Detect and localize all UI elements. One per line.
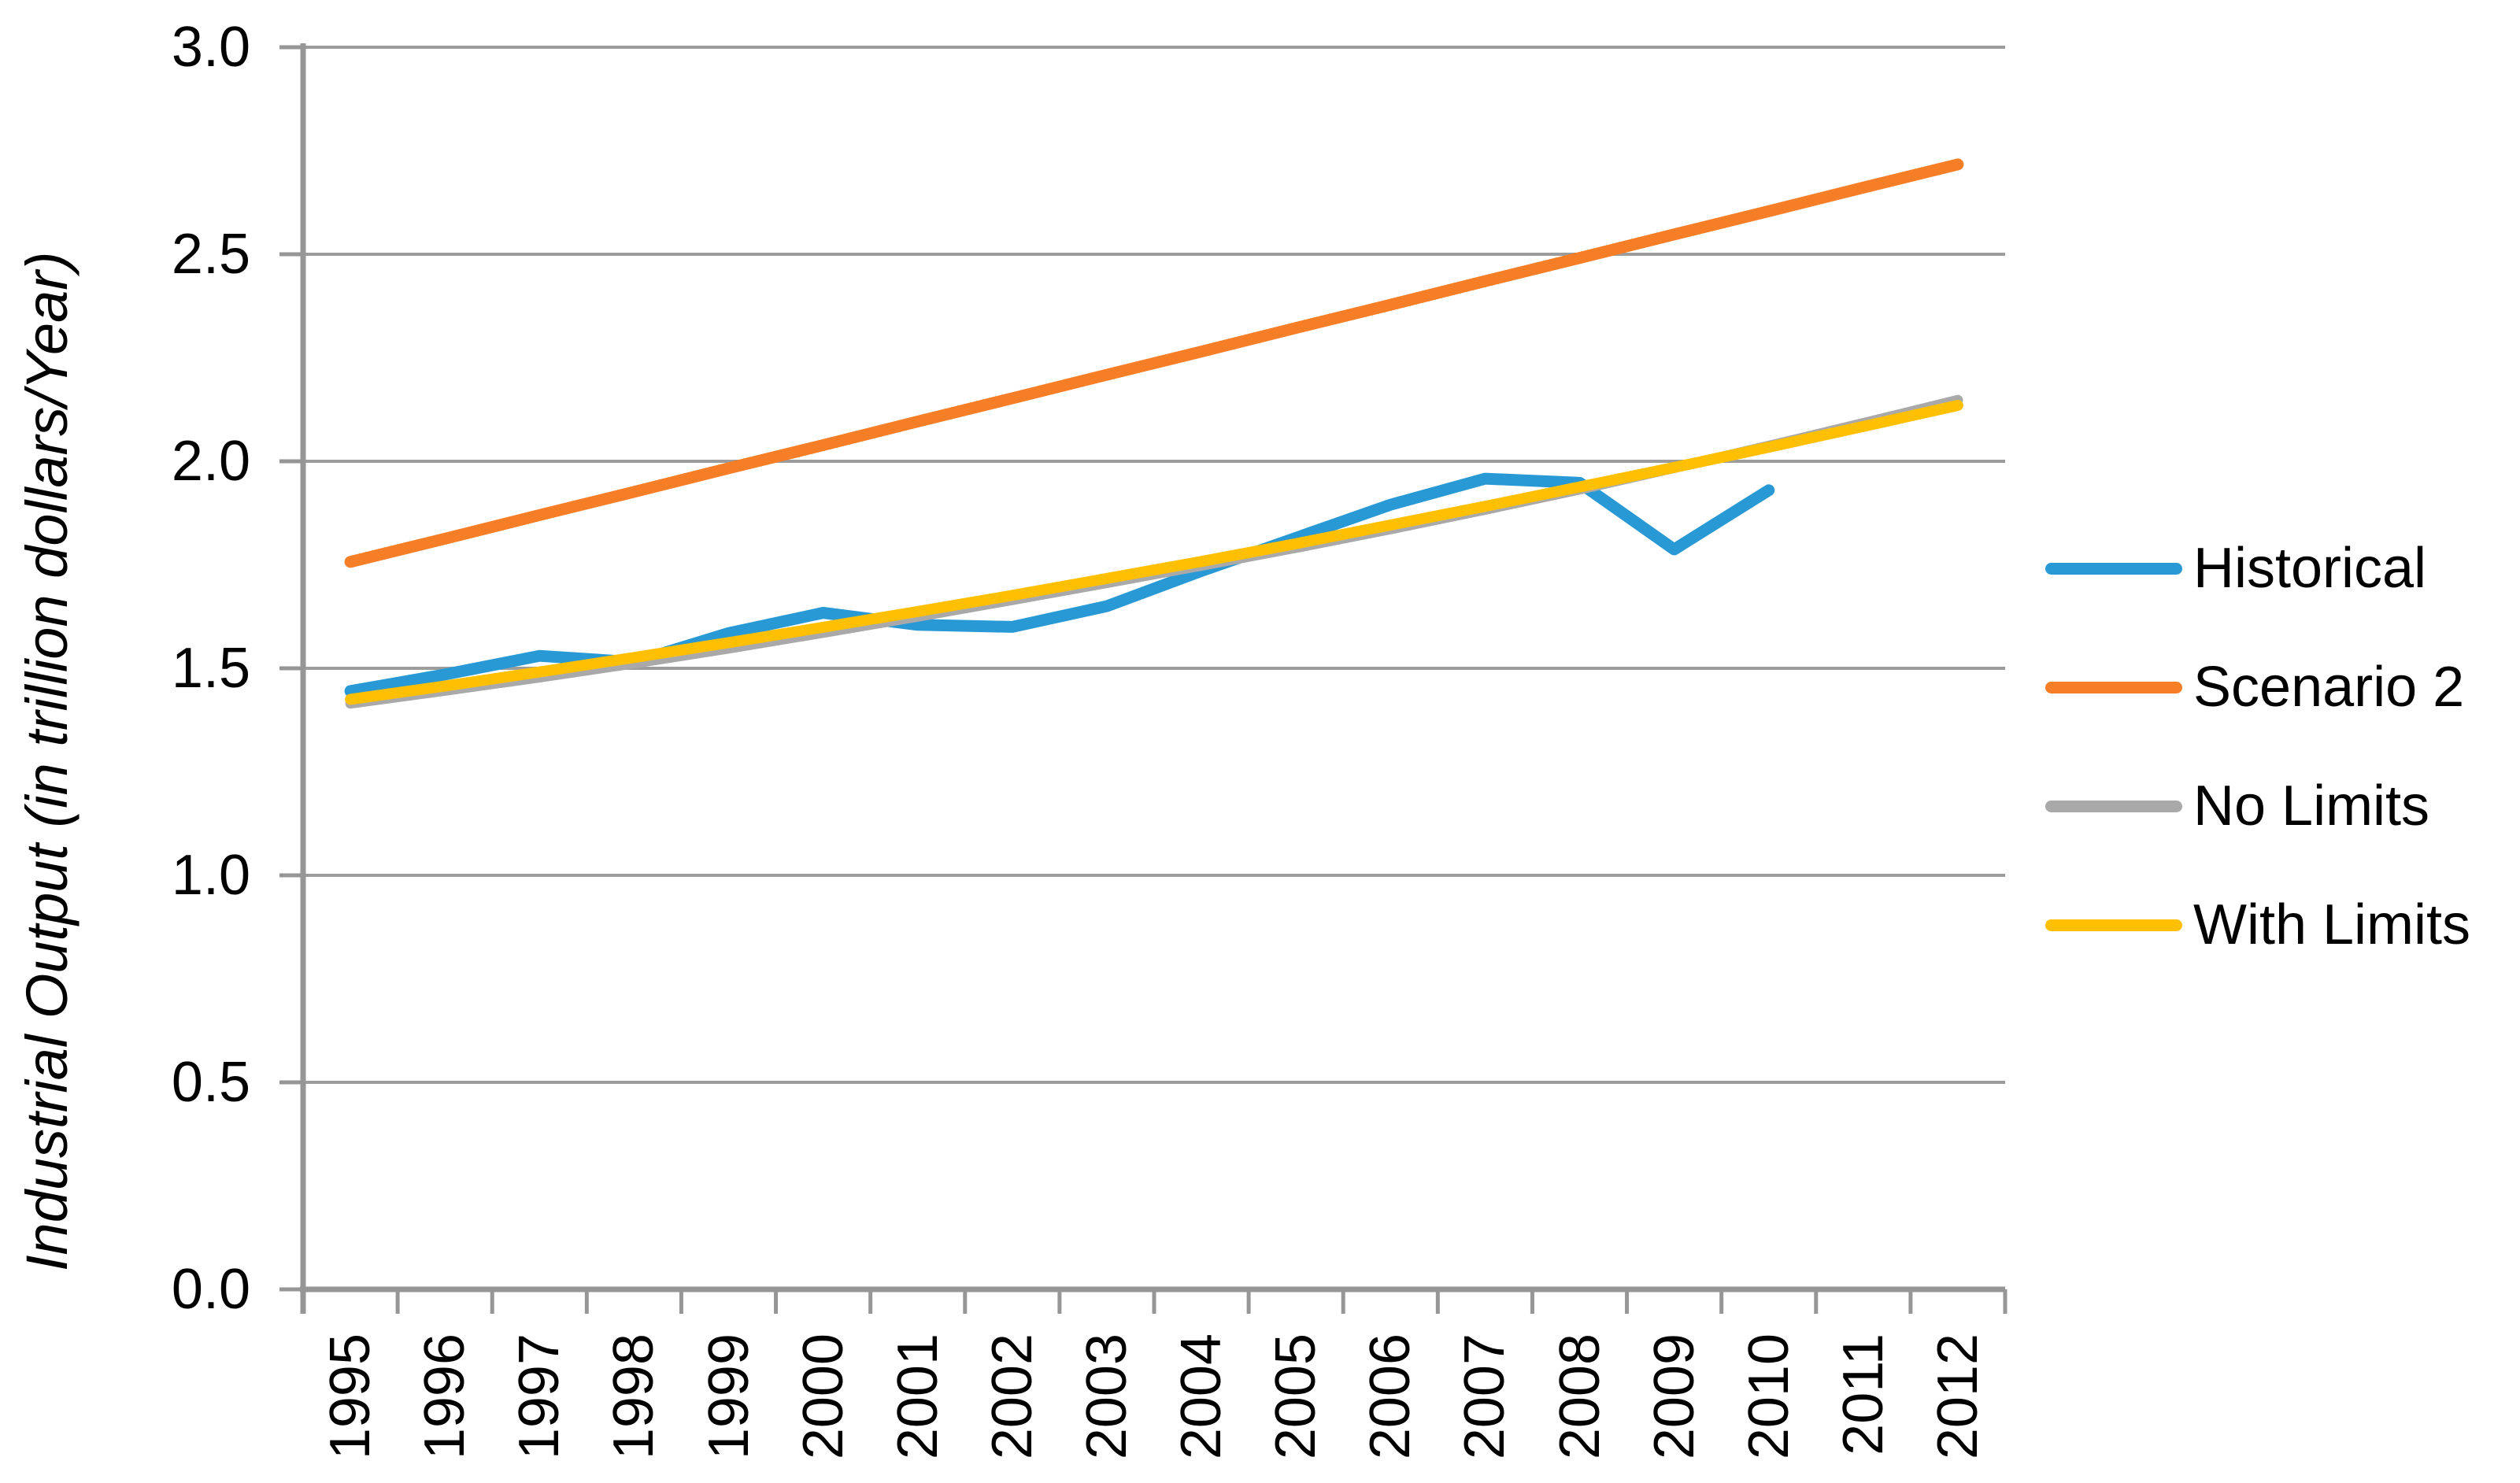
x-tick-label-2000: 2000 (791, 1333, 855, 1460)
x-tick-label-1996: 1996 (413, 1333, 477, 1460)
legend-swatch-historical (2045, 562, 2182, 575)
y-tick-label-1.5: 1.5 (171, 637, 250, 700)
y-tick-label-1.0: 1.0 (171, 844, 250, 907)
x-tick-label-2010: 2010 (1737, 1333, 1800, 1460)
x-tick-label-2011: 2011 (1831, 1333, 1895, 1455)
y-tick-label-2.5: 2.5 (171, 223, 250, 286)
y-tick-label-0.5: 0.5 (171, 1051, 250, 1114)
x-tick-label-2002: 2002 (980, 1333, 1044, 1460)
y-tick-label-0.0: 0.0 (171, 1258, 250, 1321)
legend-item-historical: Historical (2045, 533, 2426, 604)
y-tick-label-2.0: 2.0 (171, 430, 250, 493)
legend-item-no-limits: No Limits (2045, 771, 2429, 841)
x-tick-label-1995: 1995 (319, 1333, 383, 1460)
series-line-scenario-2 (344, 158, 1964, 568)
y-tick-label-3.0: 3.0 (171, 16, 250, 79)
x-tick-label-1997: 1997 (508, 1333, 572, 1460)
x-tick-label-2008: 2008 (1548, 1333, 1612, 1460)
x-tick-label-2003: 2003 (1075, 1333, 1138, 1460)
legend-label: Scenario 2 (2193, 656, 2465, 719)
series-line-with-limits (345, 400, 1963, 705)
x-tick-label-2004: 2004 (1170, 1333, 1234, 1460)
series-line-historical (344, 472, 1775, 697)
legend-label: No Limits (2193, 775, 2430, 838)
x-tick-label-2009: 2009 (1642, 1333, 1706, 1460)
legend-label: Historical (2193, 537, 2427, 600)
x-tick-label-1998: 1998 (602, 1333, 666, 1460)
x-tick-label-1999: 1999 (697, 1333, 760, 1460)
legend-swatch-no-limits (2045, 800, 2182, 812)
legend-swatch-scenario-2 (2045, 681, 2182, 693)
y-axis-title: Industrial Output (in trillion dollars/Y… (14, 251, 80, 1271)
legend-swatch-with-limits (2045, 919, 2182, 931)
legend-item-scenario-2: Scenario 2 (2045, 652, 2464, 723)
legend-item-with-limits: With Limits (2045, 889, 2470, 960)
x-tick-label-2001: 2001 (886, 1333, 949, 1460)
x-tick-label-2005: 2005 (1264, 1333, 1328, 1460)
legend-label: With Limits (2193, 893, 2471, 956)
x-tick-label-2007: 2007 (1453, 1333, 1517, 1460)
x-tick-label-2006: 2006 (1359, 1333, 1423, 1460)
x-tick-label-2012: 2012 (1926, 1333, 1989, 1460)
